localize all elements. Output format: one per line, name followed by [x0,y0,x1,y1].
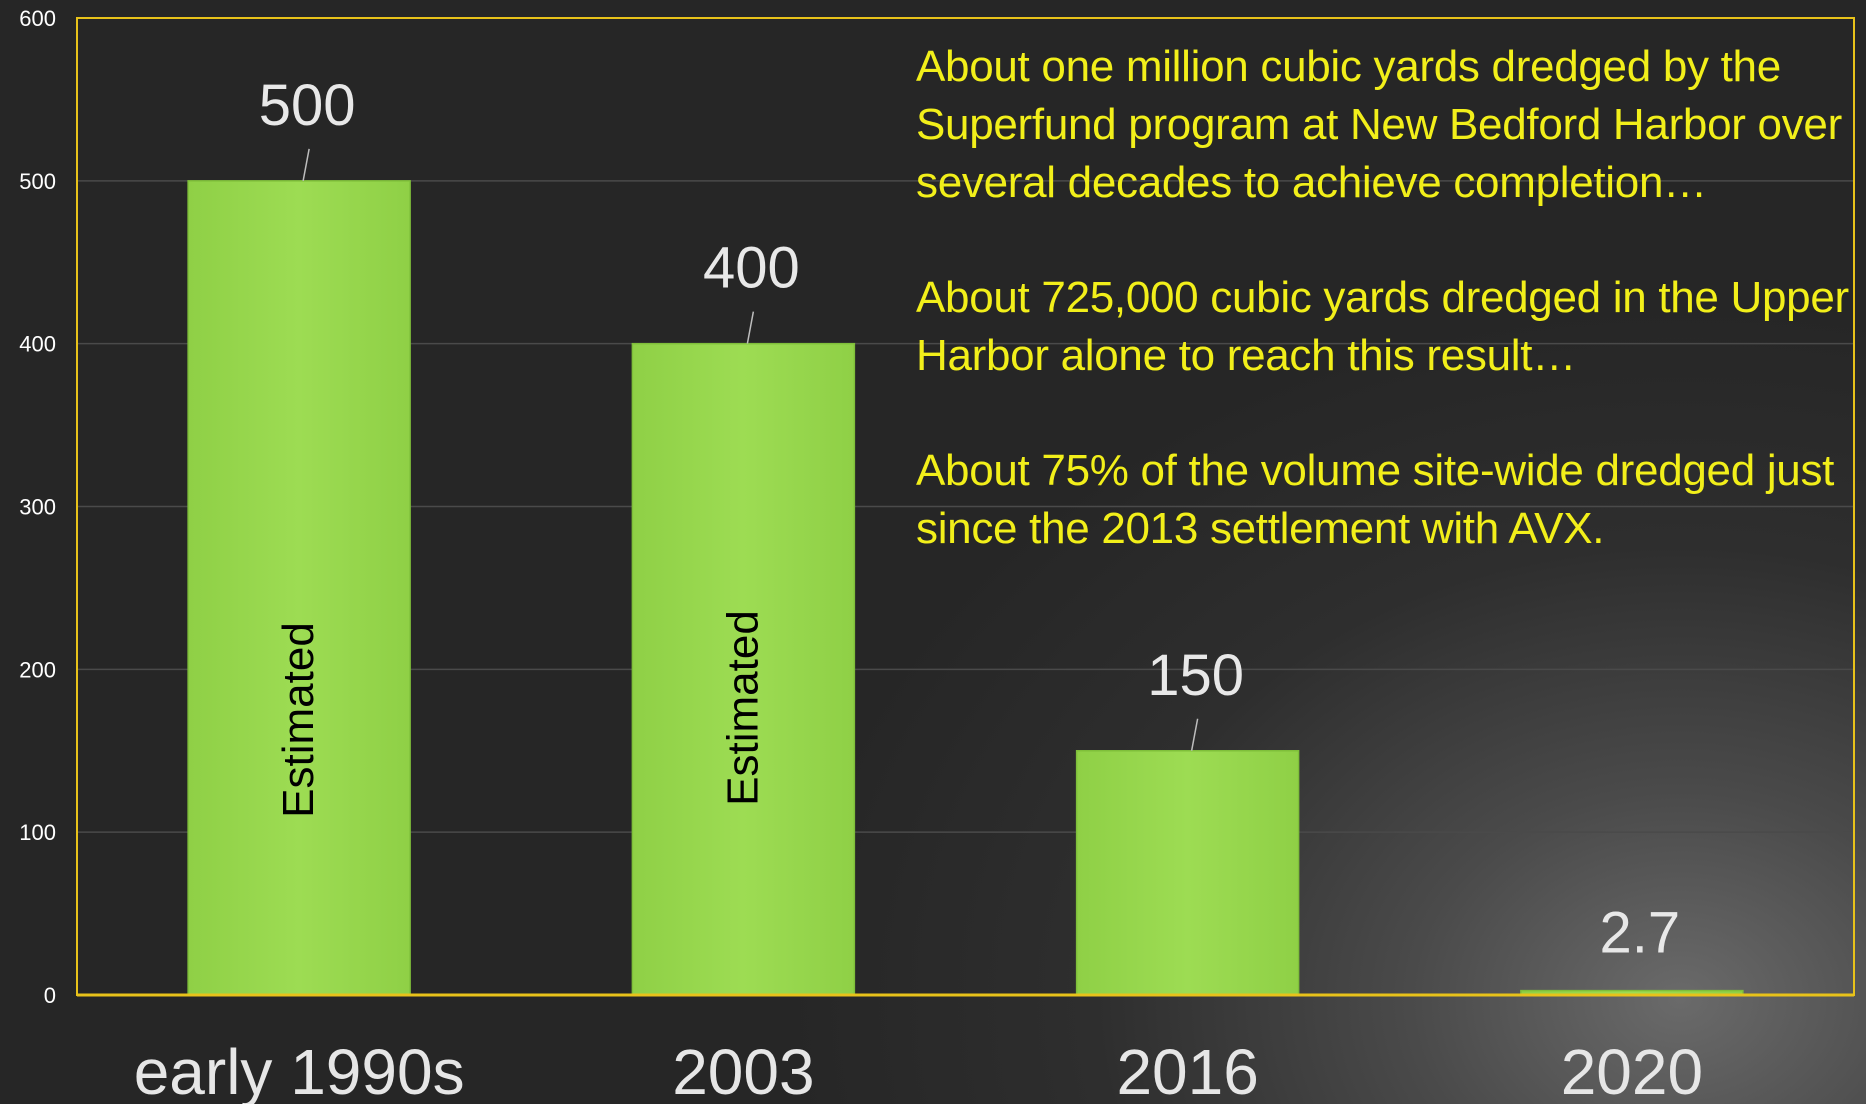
y-tick-label-0: 0 [44,983,56,1008]
y-axis-ticks: 0 100 200 300 400 500 600 [19,6,56,1008]
bar-inner-label-1: Estimated [718,610,767,806]
y-tick-label-300: 300 [19,495,56,520]
x-axis-categories: early 1990s 2003 2016 2020 [134,1036,1703,1104]
y-tick-label-100: 100 [19,820,56,845]
x-category-label-2: 2016 [1116,1036,1258,1104]
y-tick-label-200: 200 [19,657,56,682]
data-label-3: 2.7 [1600,901,1681,966]
plot-frame [76,17,1855,997]
data-labels: 500 400 150 2.7 [259,73,1680,966]
x-category-label-3: 2020 [1561,1036,1703,1104]
data-label-0: 500 [259,73,356,138]
annotation-2: About 725,000 cubic yards dredged in the… [916,273,1849,380]
x-category-label-0: early 1990s [134,1036,465,1104]
annotation-3: About 75% of the volume site-wide dredge… [916,446,1835,553]
y-tick-label-500: 500 [19,169,56,194]
y-tick-label-600: 600 [19,6,56,31]
data-label-leader-0 [302,148,310,181]
annotation-1: About one million cubic yards dredged by… [916,42,1842,207]
data-label-leader-1 [746,311,755,344]
data-label-2: 150 [1147,643,1244,708]
data-label-leader-2 [1190,718,1199,751]
bar-1 [631,342,856,996]
x-category-label-1: 2003 [672,1036,814,1104]
bars: Estimated Estimated [187,180,1744,996]
bar-0 [187,180,411,996]
y-tick-label-400: 400 [19,332,56,357]
bar-2 [1075,750,1300,996]
annotation-text-block: About one million cubic yards dredged by… [916,38,1856,615]
data-label-1: 400 [703,236,800,301]
bar-inner-label-0: Estimated [274,622,323,818]
